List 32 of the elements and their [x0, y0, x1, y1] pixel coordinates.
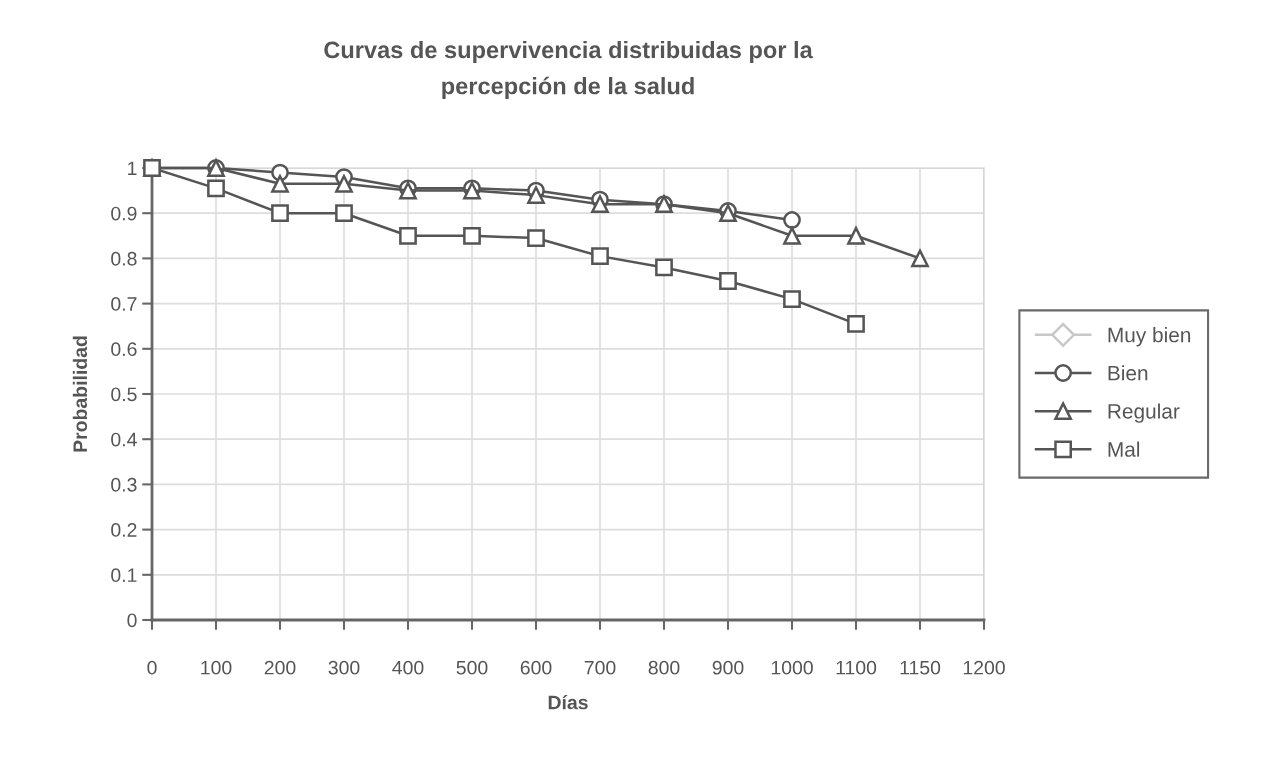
y-tick-label: 0.9: [111, 206, 137, 221]
y-tick-label: 0.4: [111, 432, 137, 447]
x-tick-label: 300: [328, 660, 360, 675]
legend-label: Regular: [1108, 403, 1180, 423]
chart-title: Curvas de supervivencia distribuidas por la percepción de la salud: [324, 40, 813, 100]
x-tick-label: 600: [520, 660, 552, 675]
x-tick-label: 400: [392, 660, 424, 675]
y-tick-label: 0.8: [111, 251, 137, 266]
x-tick-label: 0: [147, 660, 157, 675]
legend-label: Bien: [1108, 365, 1148, 381]
y-tick-label: 0: [127, 613, 137, 628]
y-tick-label: 0.3: [111, 477, 137, 492]
x-tick-label: 1200: [963, 660, 1005, 675]
y-tick-label: 0.5: [111, 387, 137, 402]
x-tick-label: 1150: [900, 660, 941, 675]
y-tick-label: 0.1: [111, 568, 137, 583]
x-tick-label: 500: [456, 660, 488, 675]
legend-label: Mal: [1108, 441, 1140, 457]
y-tick-label: 0.7: [111, 297, 137, 311]
x-tick-label: 1100: [836, 660, 877, 675]
x-tick-label: 100: [201, 660, 232, 675]
y-tick-label: 1: [128, 161, 137, 176]
x-tick-label: 200: [264, 660, 296, 675]
x-tick-label: 900: [712, 660, 744, 675]
x-tick-label: 1000: [771, 660, 813, 675]
x-tick-label: 800: [648, 660, 680, 675]
x-axis-title: Días: [548, 694, 588, 710]
x-tick-label: 700: [584, 660, 616, 675]
y-axis-title: Probabilidad: [72, 336, 88, 452]
y-tick-label: 0.6: [111, 342, 137, 357]
legend-label: Muy bien: [1108, 327, 1191, 347]
y-tick-label: 0.2: [111, 523, 137, 537]
